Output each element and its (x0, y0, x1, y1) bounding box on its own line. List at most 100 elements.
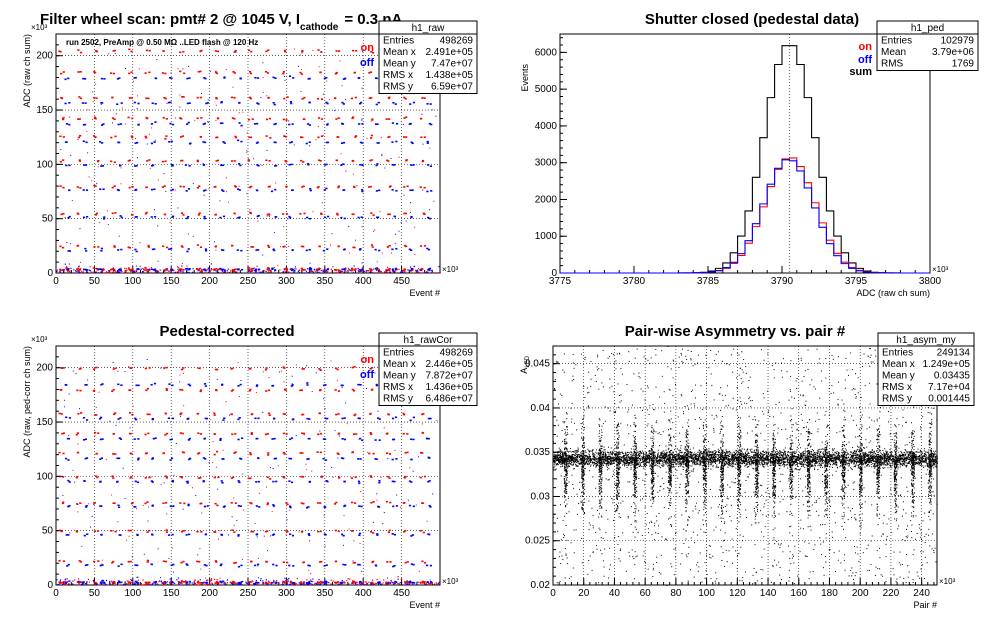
asym-band-point (607, 463, 609, 465)
raw-baseline-point (56, 270, 58, 273)
rawCor-baseline-point (368, 581, 370, 583)
rawCor-off-point (171, 581, 174, 584)
raw-scatter-point (86, 130, 88, 132)
raw-off-point (255, 268, 258, 271)
raw-on-point (300, 245, 303, 248)
rawCor-on-point (58, 559, 61, 562)
rawCor-off-point (151, 418, 154, 421)
asym-band-point (623, 459, 625, 461)
asym-band-point (700, 458, 702, 460)
rawCor-baseline-point (281, 583, 284, 585)
rawCor-on-point (200, 530, 203, 533)
raw-on-point (420, 136, 423, 139)
raw-baseline-point (139, 265, 141, 268)
rawCor-baseline-point (413, 584, 415, 586)
raw-on-point (112, 72, 116, 75)
rawCor-baseline-point (102, 580, 105, 582)
raw-off-point (222, 141, 225, 143)
asym-band-point (715, 454, 717, 456)
raw-off-point (274, 165, 277, 167)
asym-band-point (816, 454, 818, 456)
rawCor-on-point (199, 582, 202, 584)
raw-off-point (103, 78, 106, 80)
raw-baseline-point (394, 269, 397, 271)
raw-scatter-point (91, 180, 93, 182)
rawCor-scatter-point (337, 457, 339, 459)
asym-band-point (921, 459, 923, 461)
raw-off-point (240, 249, 243, 252)
raw-baseline-point (119, 272, 121, 274)
rawCor-off-point (237, 535, 240, 537)
raw-on-point (302, 161, 305, 163)
raw-scatter-point (235, 51, 237, 53)
rawCor-on-point (165, 432, 169, 435)
raw-off-point (81, 102, 85, 104)
asym-band-point (905, 466, 907, 468)
asym-band-point (631, 460, 633, 462)
raw-scatter-point (179, 106, 181, 108)
rawCor-baseline-point (344, 581, 346, 584)
rawCor-off-point (257, 457, 260, 459)
asym-band-point (681, 456, 683, 458)
raw-scatter-point (246, 250, 248, 252)
raw-baseline-point (392, 269, 395, 272)
asym-band-point (822, 455, 824, 457)
rawCor-on-point (353, 561, 356, 564)
asym-band-point (757, 457, 759, 459)
raw-baseline-point (222, 271, 224, 273)
rawCor-on-point (286, 561, 289, 564)
raw-off-point (171, 268, 174, 271)
raw-scatter-point (262, 91, 264, 93)
rawCor-on-point (146, 413, 149, 416)
raw-scatter-point (405, 220, 407, 222)
asym-band-point (568, 456, 570, 458)
rawCor-on-point (179, 432, 182, 434)
rawCor-off-point (412, 563, 415, 566)
rawCor-scatter-point (200, 568, 202, 570)
raw-off-point (120, 248, 123, 251)
asym-band-point (812, 453, 814, 455)
rawCor-scatter-point (324, 408, 326, 410)
raw-scatter-point (187, 233, 189, 235)
raw-off-point (204, 77, 207, 80)
rawCor-baseline-point (356, 582, 358, 584)
rawCor-scatter-point (298, 531, 300, 533)
rawCor-scatter-point (353, 540, 355, 542)
raw-on-point (284, 50, 287, 53)
raw-xtick-label-5: 250 (240, 276, 257, 287)
raw-on-point (233, 160, 236, 162)
rawCor-baseline-point (145, 583, 147, 586)
raw-baseline-point (63, 271, 65, 273)
raw-scatter-point (209, 97, 211, 99)
rawCor-off-point (222, 580, 225, 583)
rawCor-off-point (341, 533, 344, 536)
raw-baseline-point (180, 272, 182, 274)
raw-scatter-point (374, 229, 376, 231)
asym-band-point (854, 465, 856, 467)
raw-off-point (134, 248, 137, 251)
asym-band-point (811, 460, 813, 462)
rawCor-off-point (220, 581, 223, 584)
raw-on-point (130, 71, 133, 73)
raw-scatter-point (249, 209, 251, 211)
raw-on-point (335, 159, 338, 162)
rawCor-on-point (164, 434, 167, 436)
raw-baseline-point (274, 269, 276, 272)
raw-off-point (83, 164, 86, 166)
raw-baseline-point (211, 268, 213, 271)
rawCor-on-point (233, 562, 236, 564)
rawCor-baseline-point (59, 580, 61, 582)
raw-stat-key-1: Mean x (383, 47, 416, 58)
rawCor-off-point (376, 533, 379, 535)
raw-scatter-point (384, 167, 386, 169)
rawCor-scatter-point (295, 364, 297, 366)
raw-scatter-point (317, 126, 319, 128)
rawCor-off-point (150, 563, 153, 566)
raw-scatter-point (398, 230, 400, 232)
asym-band-point (798, 459, 800, 461)
raw-off-point (257, 164, 260, 167)
rawCor-on-point (164, 475, 167, 478)
rawCor-scatter-point (277, 465, 279, 467)
asym-band-point (710, 451, 712, 453)
raw-scatter-point (149, 167, 151, 169)
